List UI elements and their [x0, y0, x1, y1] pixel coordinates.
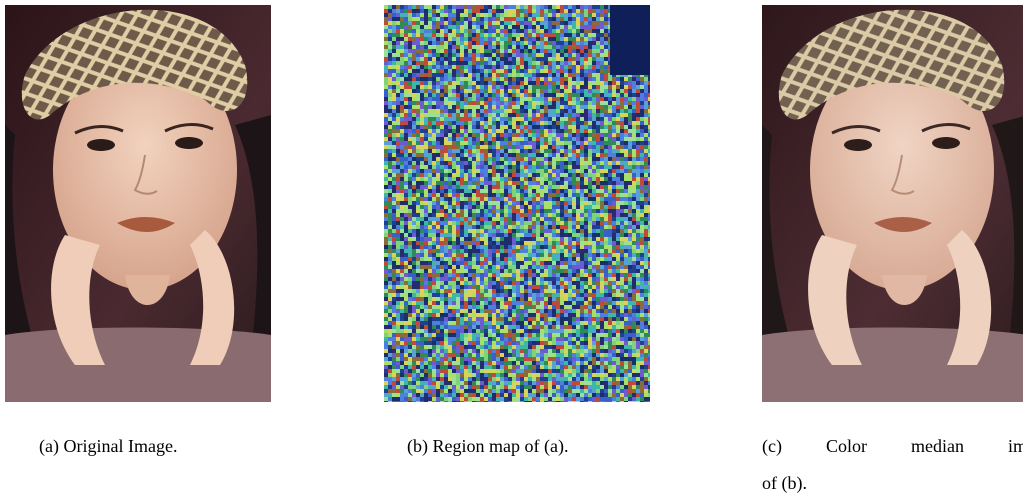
caption-c: (c) Color median image of (b).: [762, 428, 1023, 502]
region-map-image: [384, 5, 650, 402]
caption-b-tag: (b): [407, 436, 428, 456]
caption-c-word-1: Color: [825, 436, 867, 456]
caption-c-line-2: of (b).: [762, 473, 807, 493]
caption-c-word-2: median: [911, 436, 964, 456]
original-image-panel: [5, 5, 271, 402]
caption-b-text: Region map of (a).: [432, 436, 569, 456]
color-median-portrait-image: [762, 5, 1023, 402]
caption-a-tag: (a): [39, 436, 59, 456]
color-median-image-panel: [762, 5, 1023, 402]
caption-c-word-3: image: [1007, 436, 1023, 456]
caption-b: (b) Region map of (a).: [407, 428, 568, 465]
caption-c-tag: (c): [762, 436, 782, 456]
caption-a-text: Original Image.: [63, 436, 178, 456]
original-portrait-image: [5, 5, 271, 402]
caption-a: (a) Original Image.: [39, 428, 177, 465]
region-map-panel: [384, 5, 650, 402]
